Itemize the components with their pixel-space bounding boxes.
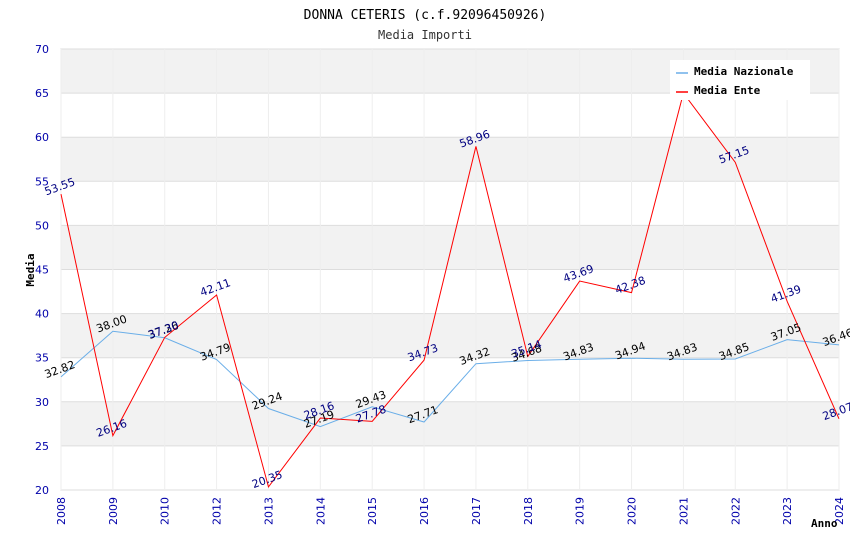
x-tick-label: 2010 [159, 497, 172, 525]
x-axis-label: Anno [811, 517, 838, 530]
chart-subtitle: Media Importi [378, 28, 472, 42]
y-tick-label: 65 [35, 87, 49, 100]
y-axis-ticks: 20 25 30 35 40 45 50 55 60 65 70 [35, 43, 49, 497]
x-tick-label: 2019 [574, 497, 587, 525]
x-tick-label: 2018 [522, 497, 535, 525]
x-tick-label: 2020 [626, 497, 639, 525]
legend: Media Nazionale Media Ente [670, 60, 810, 100]
y-tick-label: 35 [35, 352, 49, 365]
x-tick-label: 2024 [833, 497, 846, 525]
x-tick-label: 2015 [366, 497, 379, 525]
x-tick-label: 2012 [211, 497, 224, 525]
y-tick-label: 30 [35, 396, 49, 409]
series-line [60, 91, 840, 489]
x-tick-label: 2009 [107, 497, 120, 525]
grid-band [61, 401, 839, 446]
legend-label-media-nazionale: Media Nazionale [694, 65, 794, 78]
grid-band [61, 225, 839, 270]
y-tick-label: 25 [35, 440, 49, 453]
x-tick-label: 2016 [418, 497, 431, 525]
grid-band [61, 313, 839, 358]
x-tick-label: 2017 [470, 497, 483, 525]
legend-box [670, 60, 810, 100]
series-layer [60, 91, 840, 489]
series-line [60, 330, 840, 428]
y-tick-label: 20 [35, 484, 49, 497]
legend-label-media-ente: Media Ente [694, 84, 761, 97]
x-tick-label: 2008 [55, 497, 68, 525]
x-axis-ticks: 2008 2009 2010 2012 2013 2014 2015 2016 2017 2018… [55, 497, 846, 525]
y-tick-label: 50 [35, 219, 49, 232]
grid-lines [60, 48, 840, 491]
x-tick-label: 2023 [781, 497, 794, 525]
y-tick-label: 40 [35, 308, 49, 321]
y-tick-label: 70 [35, 43, 49, 56]
grid-band [61, 137, 839, 182]
x-tick-label: 2022 [729, 497, 742, 525]
x-tick-label: 2013 [262, 497, 275, 525]
y-tick-label: 55 [35, 175, 49, 188]
x-tick-label: 2021 [677, 497, 690, 525]
chart-title: DONNA CETERIS (c.f.92096450926) [304, 8, 547, 23]
y-tick-label: 45 [35, 264, 49, 277]
y-axis-label: Media [24, 253, 37, 286]
x-tick-label: 2014 [314, 497, 327, 525]
y-tick-label: 60 [35, 131, 49, 144]
